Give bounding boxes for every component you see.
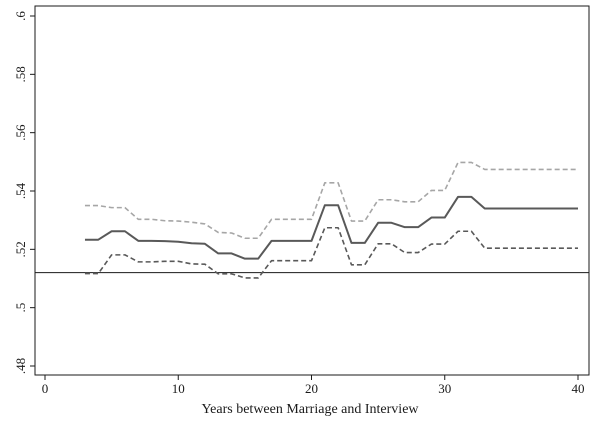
x-axis: 0 10 20 30 40: [42, 375, 585, 396]
y-axis: .48 .5 .52 .54 .56 .58 .6: [13, 11, 35, 374]
y-tick-label: .52: [13, 241, 28, 257]
x-tick-label: 10: [172, 381, 185, 396]
x-tick-label: 20: [305, 381, 318, 396]
x-tick-label: 40: [572, 381, 585, 396]
series-upper-bound: [84, 161, 578, 240]
y-tick-label: .6: [13, 11, 28, 21]
x-tick-label: 0: [42, 381, 49, 396]
series-lower-bound: [84, 226, 578, 279]
x-axis-title: Years between Marriage and Interview: [201, 402, 419, 417]
y-tick-label: .58: [13, 66, 28, 82]
x-tick-label: 30: [438, 381, 451, 396]
y-tick-label: .5: [13, 303, 28, 313]
series-estimate: [84, 195, 578, 260]
series-layer: [84, 161, 578, 279]
y-tick-label: .48: [13, 358, 28, 374]
y-tick-label: .56: [13, 124, 28, 141]
y-tick-label: .54: [13, 182, 28, 199]
